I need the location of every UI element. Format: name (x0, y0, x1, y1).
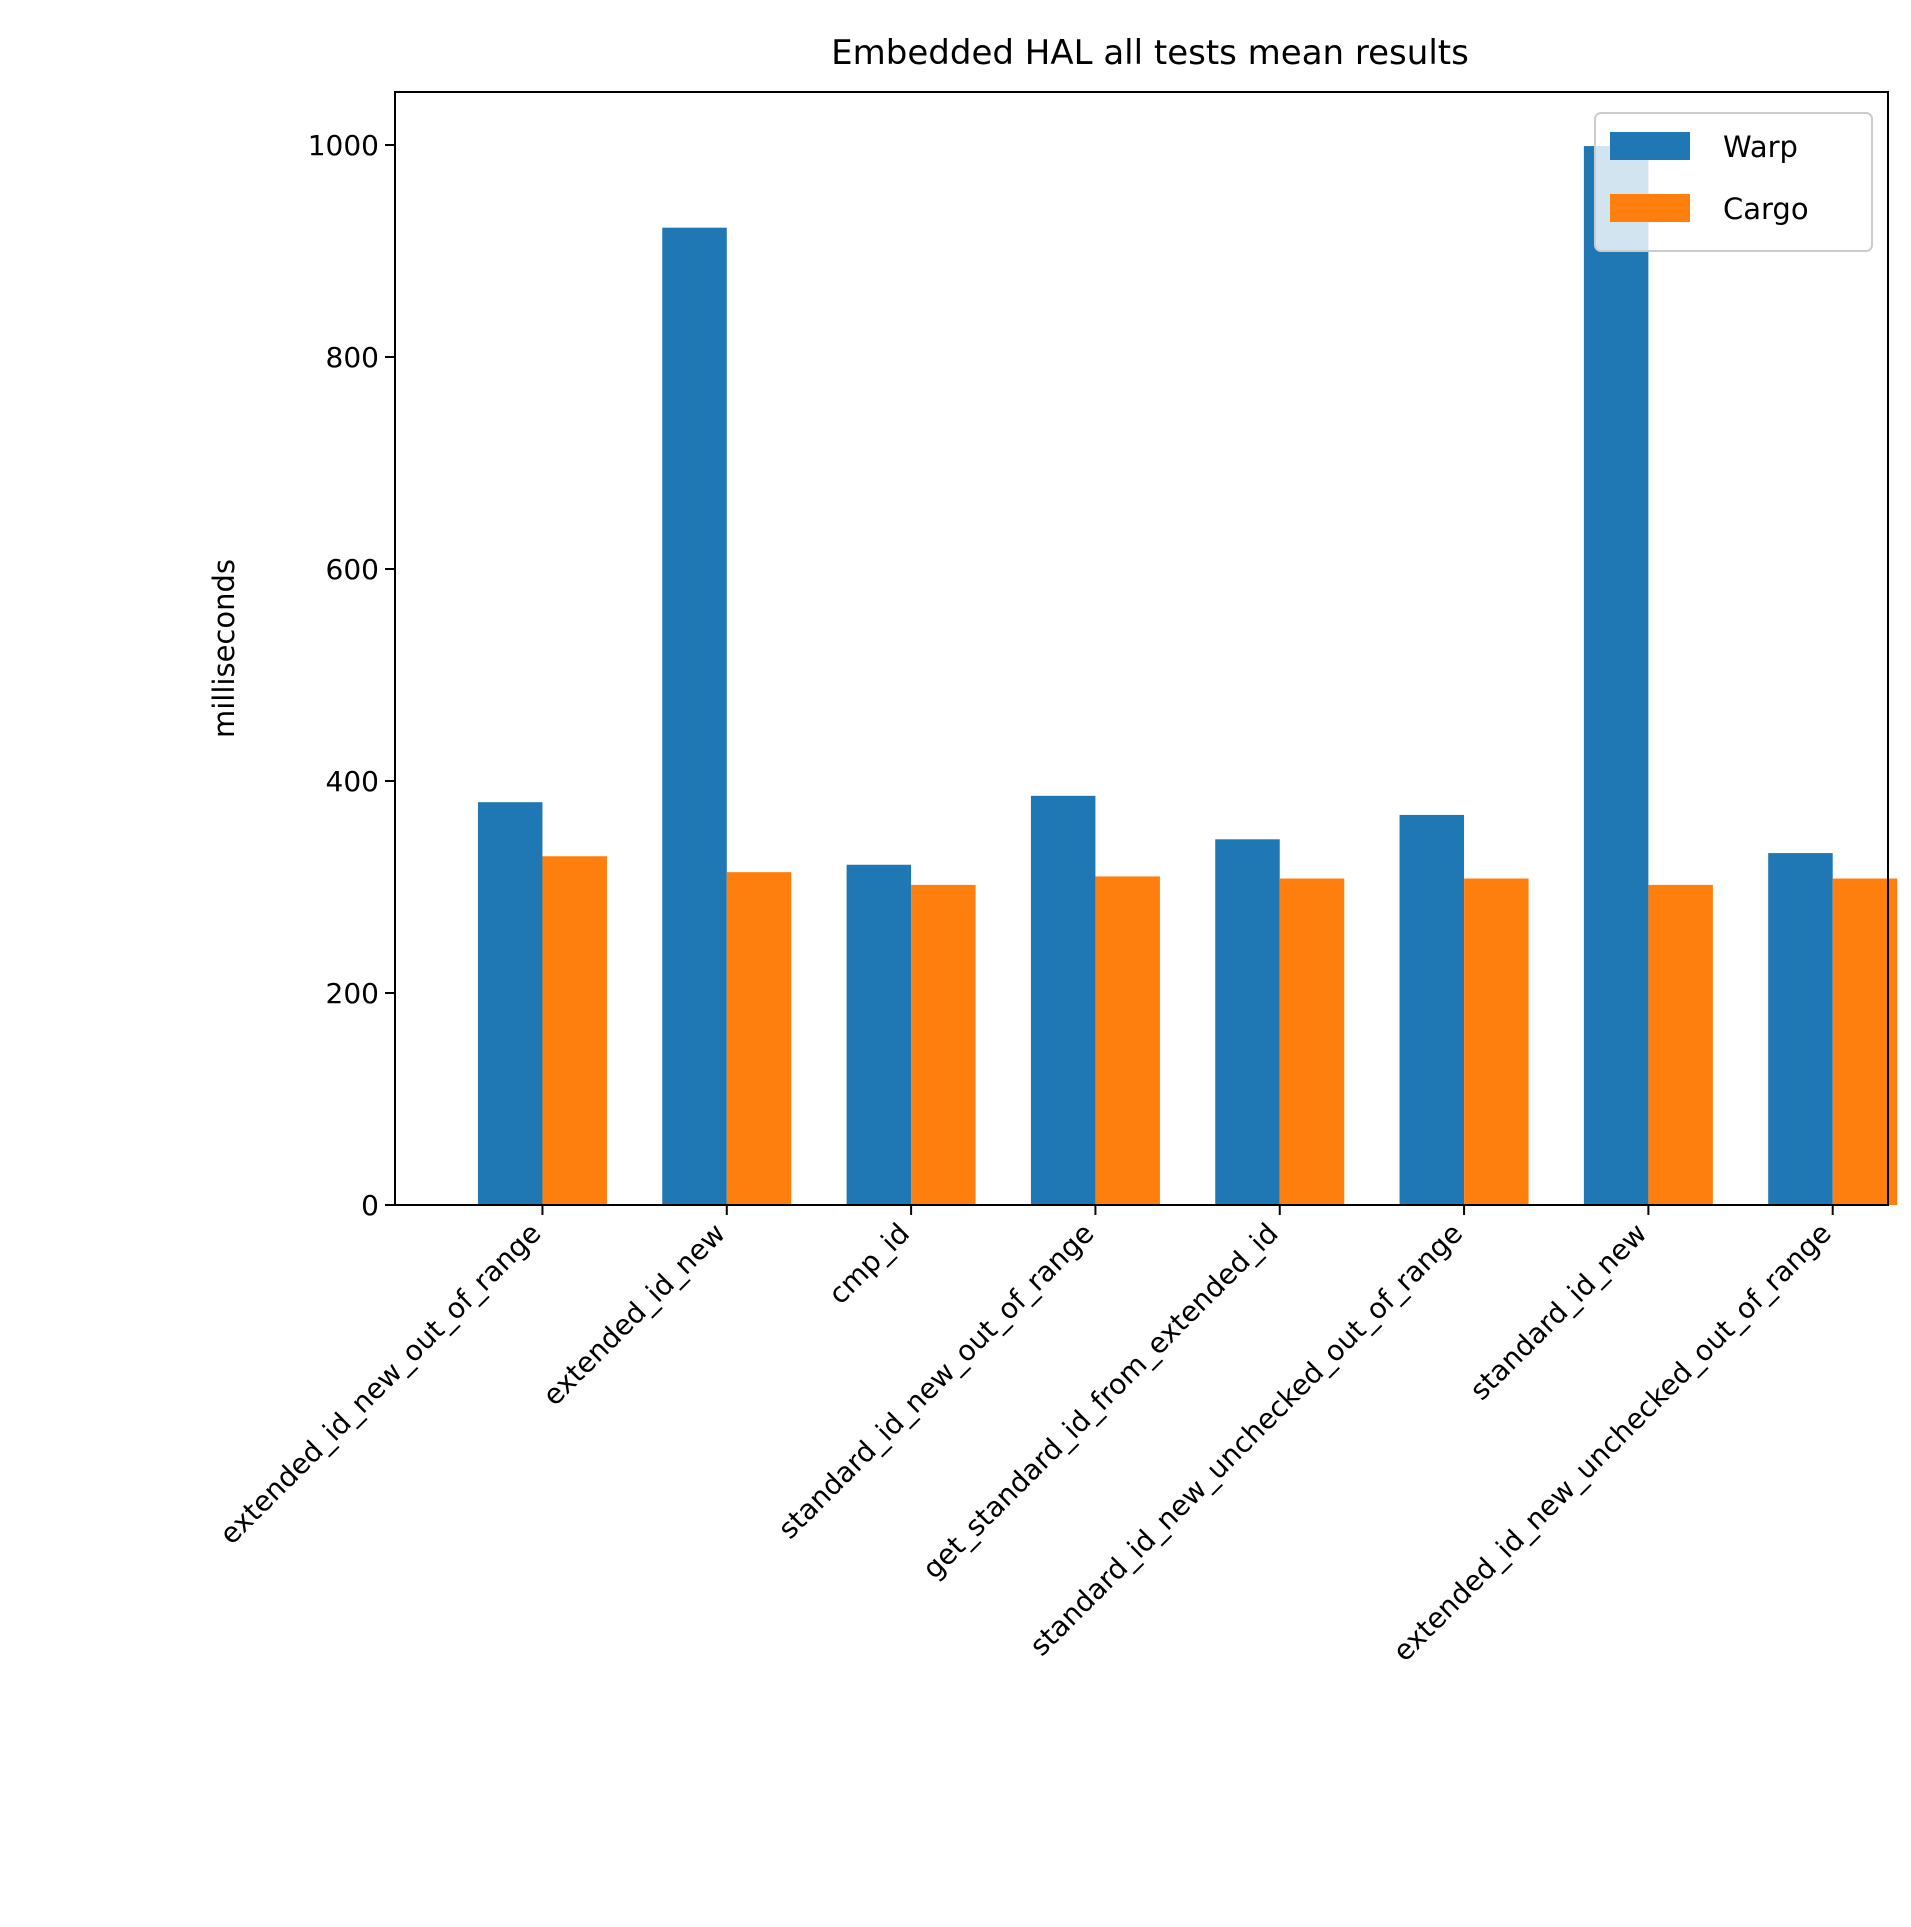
x-tick-label: cmp_id (822, 1217, 916, 1311)
x-axis-ticks: extended_id_new_out_of_rangeextended_id_… (213, 1205, 1838, 1668)
plot-area-frame (394, 91, 1889, 1206)
bar-cargo-3 (911, 884, 976, 1205)
x-tick-label: standard_id_new_unchecked_out_of_range (1023, 1217, 1469, 1663)
legend-swatch-cargo (1610, 194, 1690, 222)
y-axis-label: milliseconds (207, 559, 241, 738)
bar-cargo-8 (1832, 878, 1898, 1205)
legend-label-cargo: Cargo (1723, 192, 1809, 226)
x-tick-label: get_standard_id_from_extended_id (916, 1217, 1285, 1586)
x-tick-label: extended_id_new_unchecked_out_of_range (1386, 1217, 1837, 1668)
bar-warp-7 (1583, 146, 1649, 1205)
bar-warp-2 (662, 227, 727, 1205)
bar-warp-8 (1768, 853, 1833, 1205)
bar-cargo-5 (1279, 878, 1345, 1205)
bar-cargo-1 (542, 856, 607, 1205)
legend-label-warp: Warp (1723, 130, 1798, 164)
y-tick-label: 800 (326, 341, 379, 374)
bar-cargo-4 (1095, 876, 1160, 1205)
y-tick-label: 200 (326, 977, 379, 1010)
legend-swatch-warp (1610, 132, 1690, 160)
bars-group (477, 146, 1898, 1205)
x-tick-label: standard_id_new (1463, 1217, 1653, 1407)
bar-cargo-7 (1648, 884, 1713, 1205)
bar-warp-4 (1030, 795, 1096, 1205)
x-tick-label: standard_id_new_out_of_range (772, 1217, 1101, 1546)
x-tick-label: extended_id_new_out_of_range (213, 1217, 547, 1551)
bar-warp-1 (477, 802, 543, 1205)
legend: Warp Cargo (1594, 112, 1873, 252)
y-axis-ticks: 0 200 400 600 800 1000 (308, 129, 395, 1222)
y-tick-label: 400 (326, 765, 379, 798)
chart-title: Embedded HAL all tests mean results (831, 33, 1469, 73)
bar-warp-5 (1215, 839, 1280, 1205)
bar-warp-3 (846, 864, 912, 1205)
bar-cargo-2 (726, 872, 792, 1205)
x-tick-label: extended_id_new (536, 1217, 731, 1412)
y-tick-label: 0 (361, 1189, 379, 1222)
bar-warp-6 (1399, 814, 1465, 1205)
y-tick-label: 1000 (308, 129, 379, 162)
y-tick-label: 600 (326, 553, 379, 586)
bar-cargo-6 (1464, 878, 1529, 1205)
